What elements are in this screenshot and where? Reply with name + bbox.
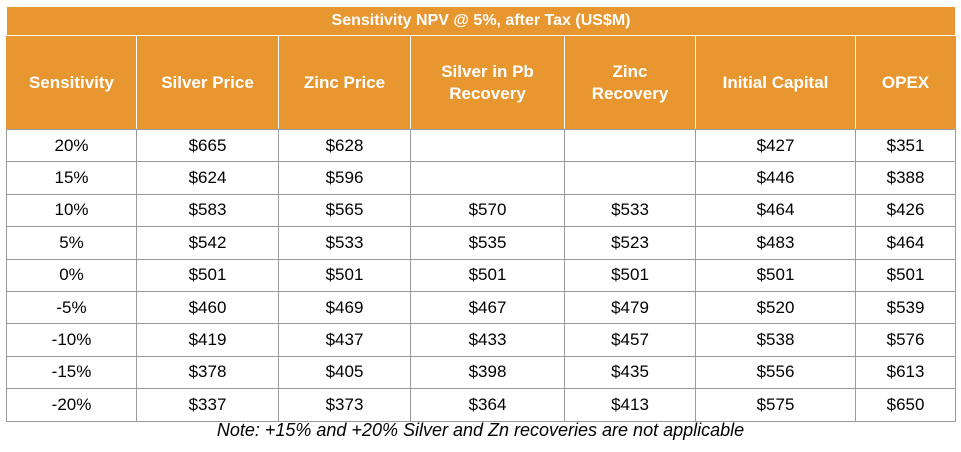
column-header: Silver Price: [136, 35, 279, 130]
sensitivity-cell: -15%: [6, 355, 137, 390]
column-header: Sensitivity: [6, 35, 137, 130]
npv-cell: $624: [136, 161, 279, 195]
npv-cell: $469: [278, 290, 411, 325]
column-header-label: Initial Capital: [722, 72, 829, 92]
npv-cell: $483: [695, 226, 856, 260]
npv-cell: $435: [564, 355, 696, 390]
sensitivity-cell: 20%: [6, 128, 137, 163]
column-header: Initial Capital: [695, 35, 856, 130]
npv-cell: $464: [854, 226, 957, 260]
npv-cell: $405: [278, 355, 411, 390]
npv-cell: $533: [278, 226, 411, 260]
column-header-label: Silver in Pb: [441, 61, 534, 81]
sensitivity-cell: 0%: [6, 258, 137, 292]
table-title: Sensitivity NPV @ 5%, after Tax (US$M): [5, 6, 957, 36]
npv-cell: [410, 128, 565, 163]
sensitivity-cell: -20%: [6, 388, 137, 422]
npv-cell: $650: [854, 388, 957, 422]
sensitivity-table: Sensitivity NPV @ 5%, after Tax (US$M) S…: [5, 6, 957, 422]
npv-cell: $576: [854, 323, 957, 357]
sensitivity-cell: 10%: [6, 193, 137, 228]
sensitivity-table-container: Sensitivity NPV @ 5%, after Tax (US$M) S…: [5, 6, 957, 422]
footnote: Note: +15% and +20% Silver and Zn recove…: [216, 420, 745, 440]
table-row: 0% $501 $501 $501 $501 $501 $501: [6, 258, 957, 292]
npv-cell: $556: [695, 355, 856, 390]
sensitivity-cell: -5%: [6, 290, 137, 325]
npv-cell: $337: [136, 388, 279, 422]
npv-cell: $501: [695, 258, 856, 292]
sensitivity-cell: 5%: [6, 226, 137, 260]
npv-cell: $419: [136, 323, 279, 357]
npv-cell: $501: [410, 258, 565, 292]
column-header-label: Recovery: [591, 83, 669, 103]
column-header: Zinc Price: [278, 35, 411, 130]
table-row: -20% $337 $373 $364 $413 $575 $650: [6, 388, 957, 422]
npv-cell: $457: [564, 323, 696, 357]
npv-cell: $426: [854, 193, 957, 228]
npv-cell: $570: [410, 193, 565, 228]
table-row: -10% $419 $437 $433 $457 $538 $576: [6, 323, 957, 357]
npv-cell: $628: [278, 128, 411, 163]
npv-cell: $523: [564, 226, 696, 260]
npv-cell: $542: [136, 226, 279, 260]
npv-cell: $613: [854, 355, 957, 390]
column-header-label: Zinc: [612, 61, 648, 81]
npv-cell: $665: [136, 128, 279, 163]
table-body: 20% $665 $628 $427 $351 15% $624 $596 $446 $388 10…: [6, 128, 957, 422]
npv-cell: $388: [854, 161, 957, 195]
npv-cell: $535: [410, 226, 565, 260]
npv-cell: [564, 161, 696, 195]
npv-cell: $565: [278, 193, 411, 228]
column-header: OPEX: [854, 35, 957, 130]
table-row: 10% $583 $565 $570 $533 $464 $426: [6, 193, 957, 228]
npv-cell: $479: [564, 290, 696, 325]
npv-cell: $501: [564, 258, 696, 292]
column-header: Zinc Recovery: [564, 35, 696, 130]
table-header-row: Sensitivity Silver Price Zinc Price Silver …: [6, 35, 957, 130]
npv-cell: [564, 128, 696, 163]
npv-cell: $575: [695, 388, 856, 422]
column-header-label: Sensitivity: [28, 72, 115, 92]
npv-cell: $467: [410, 290, 565, 325]
npv-cell: $398: [410, 355, 565, 390]
npv-cell: $351: [854, 128, 957, 163]
column-header-label: OPEX: [881, 72, 930, 92]
column-header-label: Recovery: [449, 83, 526, 103]
npv-cell: $373: [278, 388, 411, 422]
npv-cell: $433: [410, 323, 565, 357]
npv-cell: $460: [136, 290, 279, 325]
column-header: Silver in Pb Recovery: [410, 35, 565, 130]
npv-cell: $538: [695, 323, 856, 357]
sensitivity-cell: 15%: [6, 161, 137, 195]
table-row: 15% $624 $596 $446 $388: [6, 161, 957, 195]
npv-cell: $533: [564, 193, 696, 228]
table-row: -5% $460 $469 $467 $479 $520 $539: [6, 290, 957, 325]
npv-cell: $501: [278, 258, 411, 292]
sensitivity-cell: -10%: [6, 323, 137, 357]
npv-cell: $520: [695, 290, 856, 325]
table-title-row: Sensitivity NPV @ 5%, after Tax (US$M): [5, 6, 957, 36]
table-row: 20% $665 $628 $427 $351: [6, 128, 957, 163]
npv-cell: $501: [136, 258, 279, 292]
npv-cell: $464: [695, 193, 856, 228]
npv-cell: [410, 161, 565, 195]
column-header-label: Zinc Price: [303, 72, 386, 92]
table-row: 5% $542 $533 $535 $523 $483 $464: [6, 226, 957, 260]
npv-cell: $501: [854, 258, 957, 292]
npv-cell: $583: [136, 193, 279, 228]
npv-cell: $446: [695, 161, 856, 195]
npv-cell: $413: [564, 388, 696, 422]
npv-cell: $427: [695, 128, 856, 163]
table-row: -15% $378 $405 $398 $435 $556 $613: [6, 355, 957, 390]
npv-cell: $437: [278, 323, 411, 357]
npv-cell: $364: [410, 388, 565, 422]
column-header-label: Silver Price: [161, 72, 254, 92]
npv-cell: $596: [278, 161, 411, 195]
npv-cell: $378: [136, 355, 279, 390]
npv-cell: $539: [854, 290, 957, 325]
